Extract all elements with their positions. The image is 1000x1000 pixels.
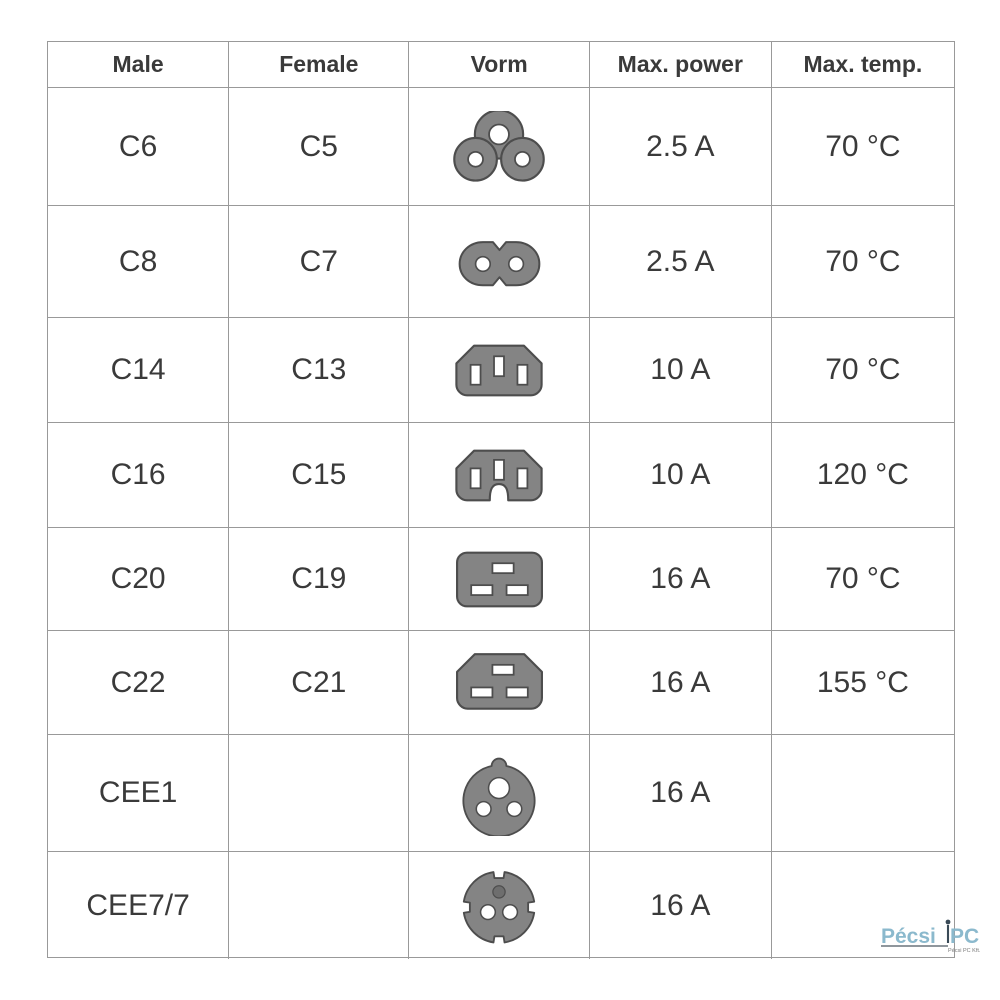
svg-text:Pécsi: Pécsi [881,925,936,948]
svg-text:Pécsi PC Kft.: Pécsi PC Kft. [948,948,980,954]
svg-text:PC: PC [950,925,979,948]
